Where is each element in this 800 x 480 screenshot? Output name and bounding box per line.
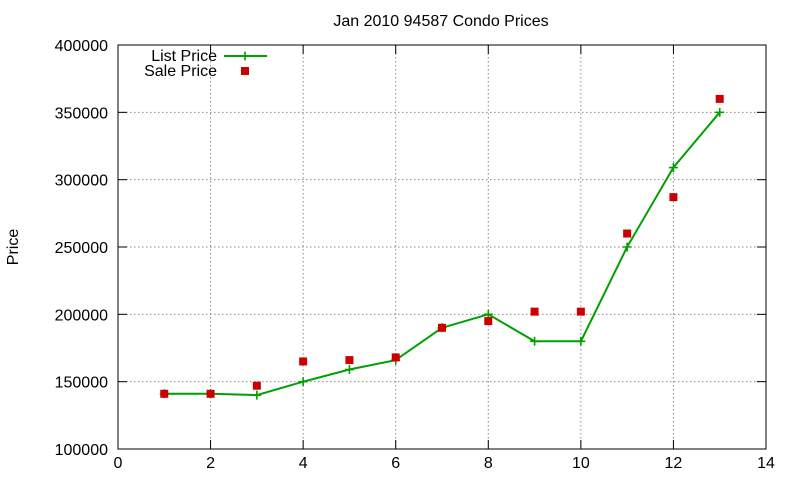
- list-price-point: [622, 242, 632, 252]
- y-tick-label: 300000: [55, 173, 108, 190]
- list-price-point: [530, 336, 540, 346]
- sale-price-point: [715, 94, 724, 103]
- x-tick-label: 4: [299, 455, 308, 472]
- legend-item-list-price: List Price: [151, 48, 267, 65]
- y-tick-label: 200000: [55, 307, 108, 324]
- x-tick-label: 6: [391, 455, 400, 472]
- y-tick-label: 150000: [55, 375, 108, 392]
- sale-price-point: [252, 381, 261, 390]
- x-tick-label: 0: [114, 455, 123, 472]
- sale-price-point: [530, 307, 539, 316]
- sale-price-point: [438, 323, 446, 332]
- y-tick-label: 350000: [55, 105, 108, 122]
- data-series: [159, 94, 725, 400]
- grid-lines: [118, 45, 766, 449]
- legend-square-marker: [241, 67, 249, 75]
- y-tick-label: 250000: [55, 240, 108, 257]
- x-tick-label: 8: [484, 455, 493, 472]
- list-price-point: [715, 107, 725, 117]
- x-tick-label: 10: [572, 455, 590, 472]
- sale-price-point: [669, 193, 678, 202]
- chart-title: Jan 2010 94587 Condo Prices: [333, 13, 548, 30]
- sale-price-point: [299, 357, 308, 366]
- x-tick-labels: 0 2 4 6 8 10 12 14: [114, 455, 775, 472]
- legend-item-sale-price: Sale Price: [144, 63, 249, 80]
- sale-price-point: [206, 389, 215, 398]
- y-tick-label: 400000: [55, 38, 108, 55]
- legend-label-sale-price: Sale Price: [144, 63, 217, 80]
- y-axis-label: Price: [5, 229, 22, 266]
- x-tick-label: 12: [665, 455, 683, 472]
- legend: List Price Sale Price: [144, 48, 267, 80]
- sale-price-point: [484, 317, 493, 326]
- x-tick-label: 2: [206, 455, 215, 472]
- x-tick-label: 14: [757, 455, 775, 472]
- list-price-point: [344, 365, 354, 375]
- legend-label-list-price: List Price: [151, 48, 217, 65]
- list-price-point: [298, 377, 308, 387]
- sale-price-point: [345, 356, 354, 365]
- y-tick-label: 100000: [55, 442, 108, 459]
- plot-frame: [117, 44, 767, 450]
- list-price-point: [252, 390, 262, 400]
- list-price-point: [576, 336, 586, 346]
- sale-price-point: [391, 353, 400, 362]
- legend-plus-marker: [240, 51, 250, 61]
- sale-price-series: [160, 94, 724, 398]
- sale-price-point: [623, 229, 632, 238]
- sale-price-point: [160, 389, 169, 398]
- y-tick-labels: 100000 150000 200000 250000 300000 350000 4000…: [55, 38, 108, 459]
- sale-price-point: [576, 307, 585, 316]
- list-price-point: [668, 163, 678, 173]
